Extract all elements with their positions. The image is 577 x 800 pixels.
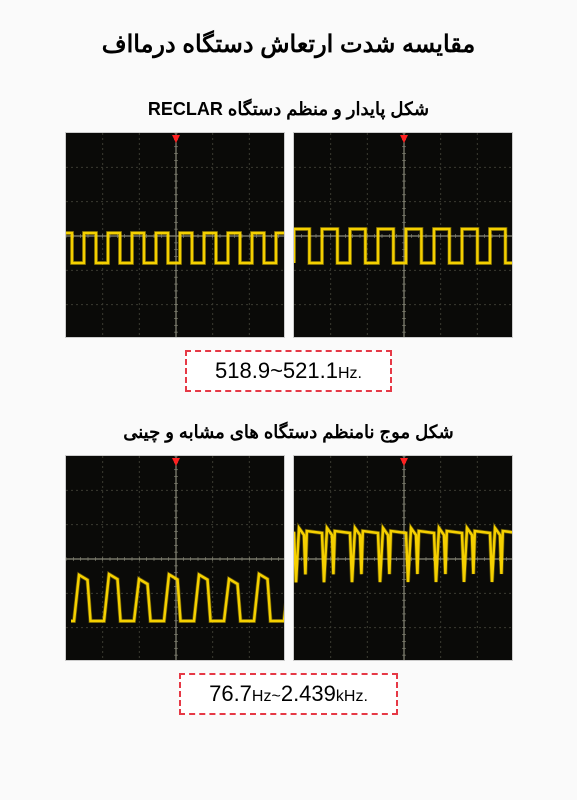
freq-value-a: 76.7 — [209, 681, 252, 706]
oscilloscope-screen-1-1 — [293, 455, 513, 661]
section-0: شکل پایدار و منظم دستگاه RECLAR 518.9~52… — [65, 99, 513, 422]
oscilloscope-screen-0-0 — [65, 132, 285, 338]
freq-value: 518.9~521.1 — [215, 358, 338, 383]
freq-unit-a: Hz~ — [252, 688, 281, 705]
section-title-1: شکل موج نامنظم دستگاه های مشابه و چینی — [123, 422, 454, 443]
scope-row-0 — [65, 132, 513, 338]
page-title: مقایسه شدت ارتعاش دستگاه درمااف — [102, 30, 476, 59]
freq-value-b: 2.439 — [281, 681, 336, 706]
scope-row-1 — [65, 455, 513, 661]
section-1: شکل موج نامنظم دستگاه های مشابه و چینی 7… — [65, 422, 513, 745]
oscilloscope-screen-1-0 — [65, 455, 285, 661]
section-title-0: شکل پایدار و منظم دستگاه RECLAR — [148, 99, 429, 120]
freq-unit: Hz. — [338, 365, 362, 382]
oscilloscope-screen-0-1 — [293, 132, 513, 338]
freq-unit-b: kHz. — [336, 688, 368, 705]
frequency-box-1: 76.7Hz~2.439kHz. — [179, 673, 398, 715]
frequency-box-0: 518.9~521.1Hz. — [185, 350, 392, 392]
